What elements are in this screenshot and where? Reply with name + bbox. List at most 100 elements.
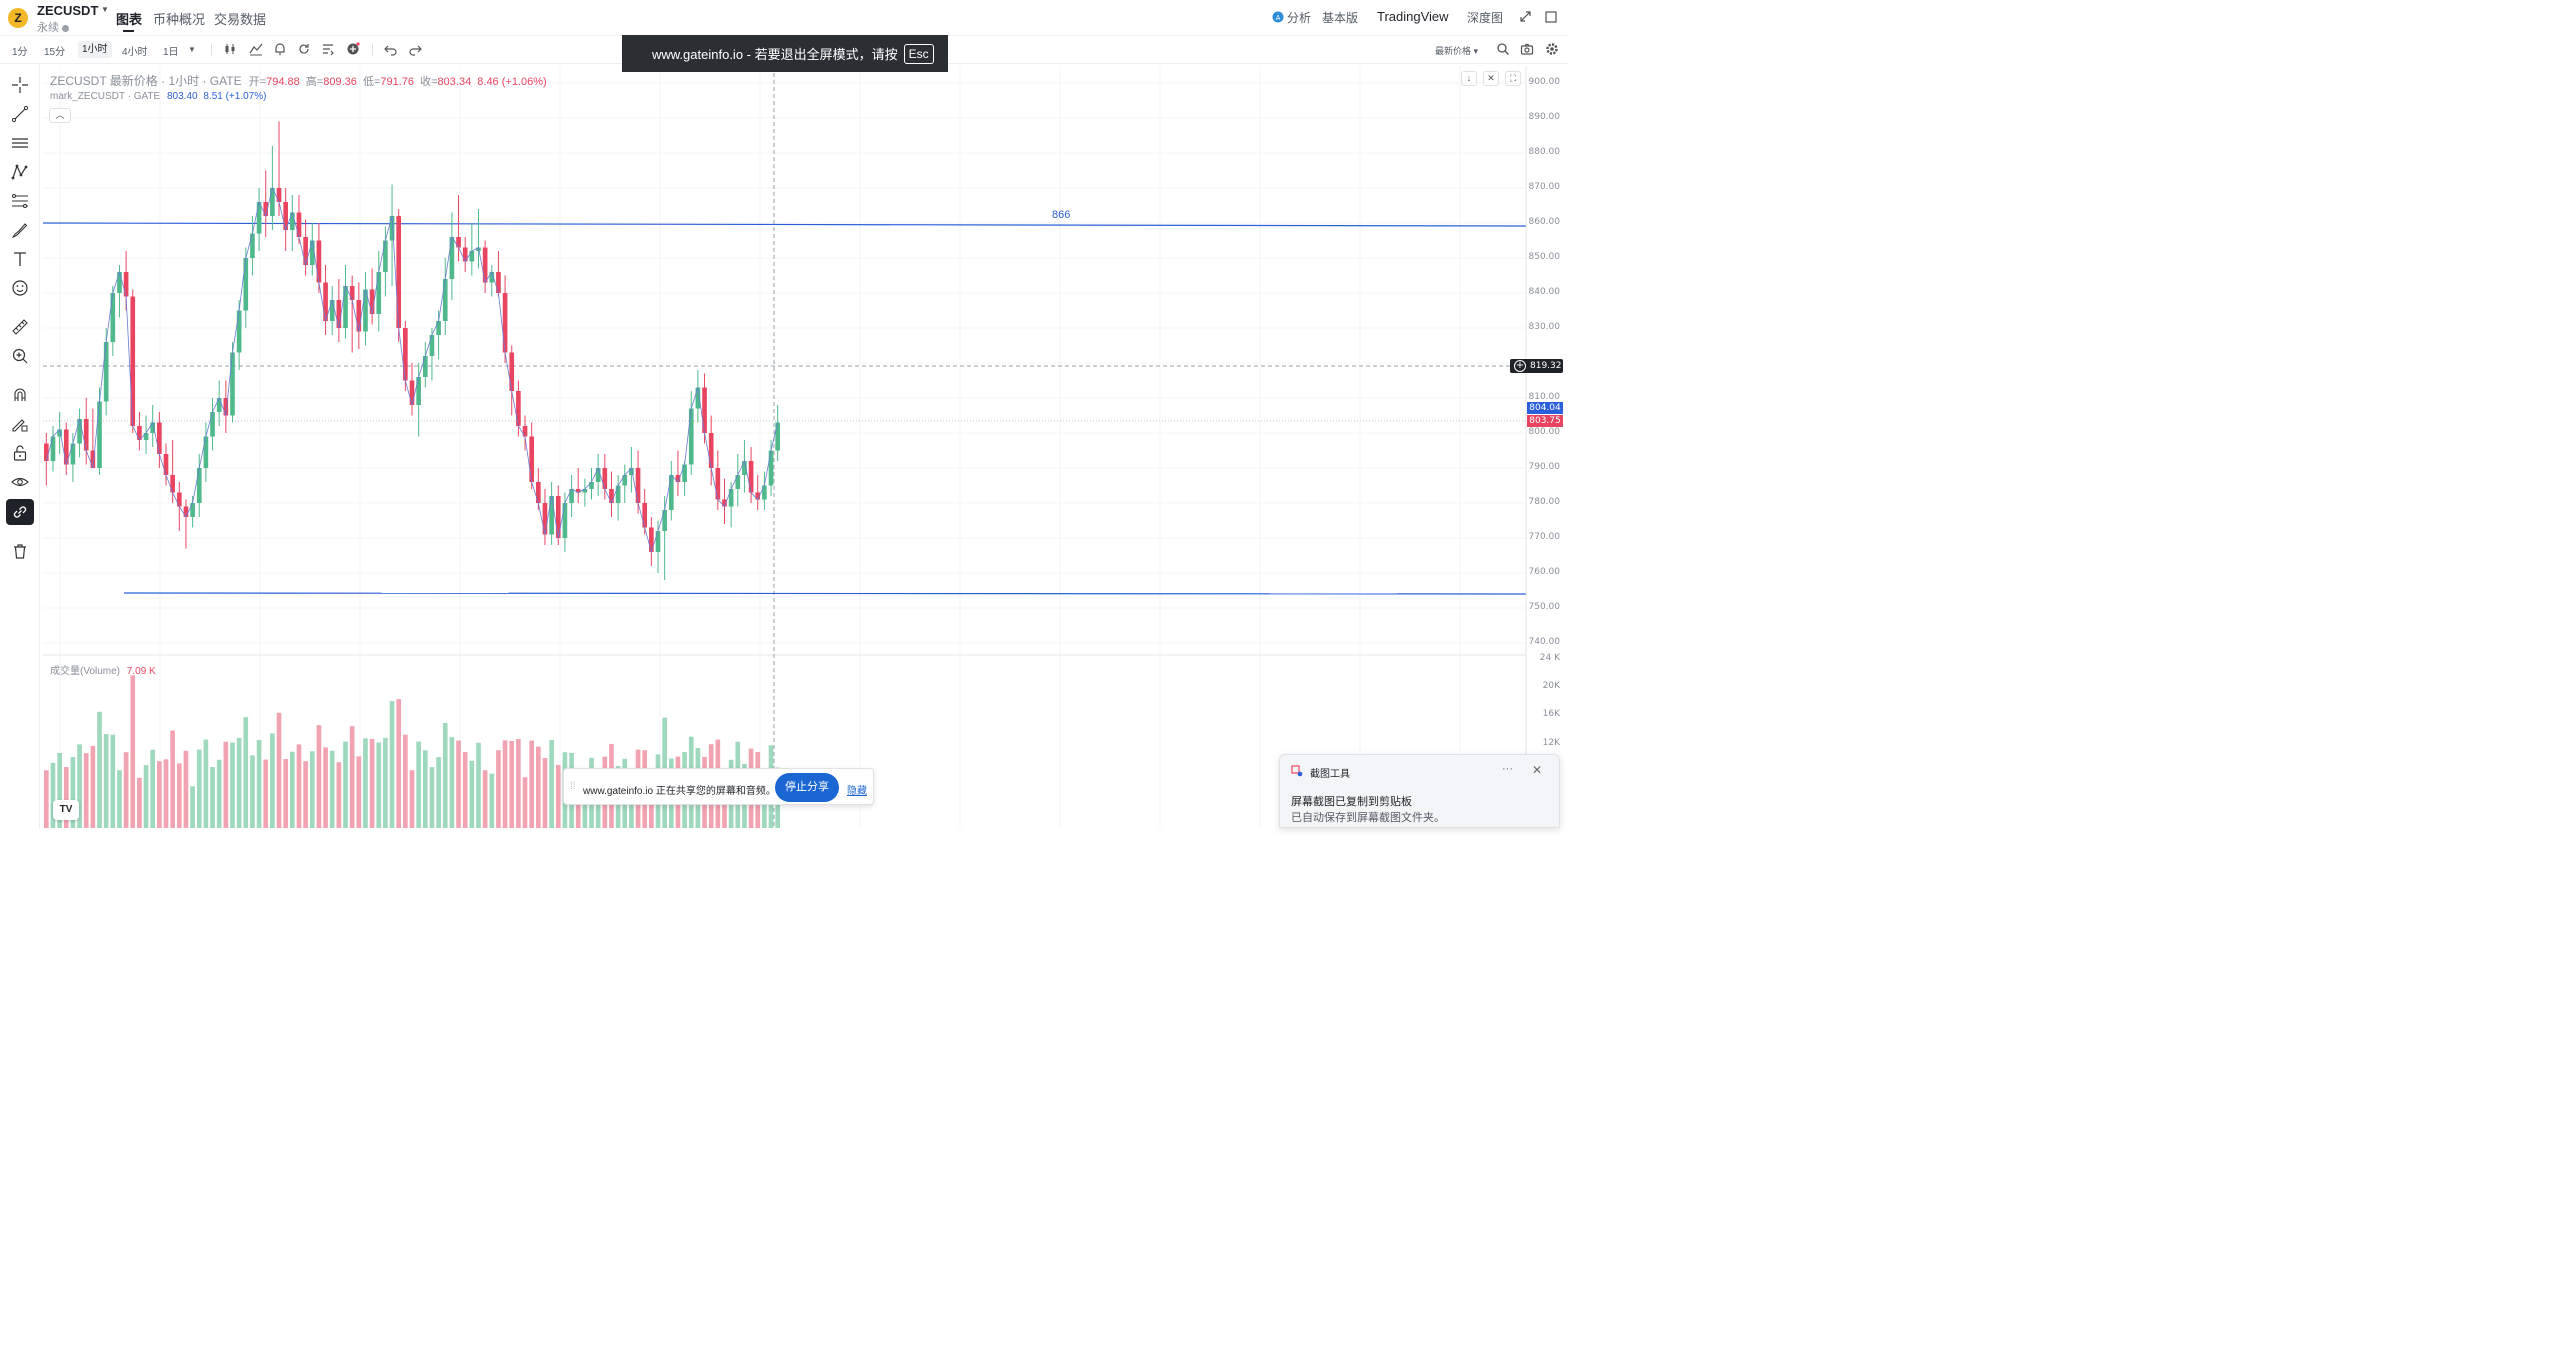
lock-tool[interactable] [6, 440, 34, 466]
tab-trading-data[interactable]: 交易数据 [214, 12, 267, 27]
volume-bar [436, 757, 441, 828]
candle-body [422, 356, 428, 377]
volume-bar [216, 759, 222, 828]
pattern-tool[interactable] [6, 159, 34, 185]
candle-body [163, 454, 169, 475]
more-options-icon[interactable]: ··· [1502, 763, 1513, 775]
candle-body [482, 247, 488, 283]
snipping-tool-notification[interactable]: 截图工具 ··· ✕ 屏幕截图已复制到剪贴板 已自动保存到屏幕截图文件夹。 [1279, 754, 1560, 828]
measure-tool[interactable] [6, 314, 34, 340]
volume-bar [489, 773, 495, 828]
symbol-selector[interactable]: ZECUSDT [37, 3, 99, 18]
alert-icon[interactable] [273, 42, 287, 56]
add-alert-icon[interactable]: + [1514, 360, 1526, 372]
volume-bar [143, 765, 149, 828]
chevron-down-icon[interactable]: ▼ [101, 5, 109, 14]
parallel-lines-icon [12, 138, 28, 148]
text-tool[interactable] [6, 246, 34, 272]
info-icon[interactable] [62, 24, 69, 32]
camera-icon[interactable] [1520, 42, 1534, 56]
volume-bar [57, 752, 62, 828]
scroll-to-latest-button[interactable]: ↓ [1461, 71, 1477, 86]
candle-body [323, 282, 328, 321]
replay-icon[interactable] [297, 42, 311, 56]
interval-dropdown-icon[interactable]: ▼ [188, 45, 196, 54]
expand-icon[interactable] [1520, 11, 1531, 25]
volume-bar [323, 747, 328, 828]
basic-view-link[interactable]: 基本版 [1322, 11, 1359, 25]
svg-text:A: A [1276, 14, 1281, 22]
delete-drawings-tool[interactable] [6, 538, 34, 564]
close-icon[interactable]: ✕ [1532, 763, 1543, 777]
candle-body [516, 391, 521, 426]
crosshair-tool[interactable] [6, 72, 34, 98]
settings-gear-icon[interactable] [1545, 42, 1559, 56]
price-source-dropdown[interactable]: 最新价格 ▾ [1435, 46, 1479, 56]
search-icon[interactable] [1496, 42, 1510, 56]
candle-body [489, 272, 495, 283]
mark-legend-change: 8.51 (+1.07%) [203, 91, 267, 102]
collapse-pane-button[interactable]: ✕ [1483, 71, 1499, 86]
stop-sharing-button[interactable]: 停止分享 [775, 773, 839, 802]
candle-body [43, 443, 49, 461]
indicators-icon[interactable] [249, 42, 263, 56]
fib-tool[interactable] [6, 188, 34, 214]
interval-15m[interactable]: 15分 [44, 47, 66, 58]
tradingview-link[interactable]: TradingView [1377, 9, 1449, 24]
crosshair-price: 819.32 [1530, 361, 1562, 371]
visibility-tool[interactable] [6, 469, 34, 495]
horizontal-lines-tool[interactable] [6, 130, 34, 156]
candle-body [236, 310, 242, 353]
candle-body [462, 247, 468, 262]
link-tool[interactable] [6, 499, 34, 525]
volume-bar [150, 749, 156, 828]
zoom-tool[interactable] [6, 343, 34, 369]
redo-icon[interactable] [408, 42, 422, 56]
drag-handle-icon[interactable]: ⁞⁞ [570, 781, 576, 792]
candle-body [190, 503, 195, 517]
undo-icon[interactable] [384, 42, 398, 56]
brush-tool[interactable] [6, 217, 34, 243]
draw-mode-tool[interactable] [6, 411, 34, 437]
trash-icon [14, 544, 26, 559]
volume-bar [369, 739, 375, 828]
add-compare-icon[interactable] [346, 42, 360, 56]
template-icon[interactable] [321, 42, 335, 56]
tab-coin-overview[interactable]: 币种概况 [153, 12, 206, 27]
trend-line-tool[interactable] [6, 101, 34, 127]
candle-body [582, 489, 588, 493]
fullscreen-icon[interactable] [1545, 11, 1557, 26]
volume-bar [157, 761, 162, 828]
volume-bar [276, 712, 282, 828]
analysis-icon[interactable]: A [1272, 11, 1284, 26]
interval-1m[interactable]: 1分 [12, 47, 28, 58]
collapse-legend-button[interactable]: ︿ [49, 108, 71, 123]
emoji-tool[interactable] [6, 275, 34, 301]
candle-body [742, 461, 747, 475]
candle-type-icon[interactable] [223, 42, 237, 56]
volume-bar [422, 750, 428, 828]
interval-4h[interactable]: 4小时 [122, 47, 148, 58]
magnet-tool[interactable] [6, 382, 34, 408]
interval-1h[interactable]: 1小时 [78, 41, 112, 58]
volume-bar [183, 750, 189, 828]
candle-body [728, 489, 734, 507]
volume-bar [522, 777, 528, 828]
volume-bar [170, 730, 175, 828]
analysis-link[interactable]: 分析 [1287, 11, 1312, 25]
volume-axis-label: 12K [1542, 737, 1560, 748]
depth-chart-link[interactable]: 深度图 [1467, 11, 1504, 25]
tab-chart[interactable]: 图表 [116, 12, 143, 27]
candle-body [329, 300, 335, 321]
interval-1d[interactable]: 1日 [163, 47, 179, 58]
candle-body [170, 475, 175, 493]
drawing-line-label[interactable]: 866 [1052, 209, 1071, 221]
hide-share-bar-link[interactable]: 隐藏 [847, 786, 867, 797]
candle-body [535, 482, 541, 503]
volume-bar [409, 770, 415, 828]
candle-body [522, 426, 528, 437]
tradingview-logo[interactable]: TV [53, 800, 79, 820]
chart-canvas[interactable] [0, 0, 1568, 828]
candle-body [602, 468, 608, 489]
maximize-pane-button[interactable]: ⛶ [1505, 71, 1521, 86]
